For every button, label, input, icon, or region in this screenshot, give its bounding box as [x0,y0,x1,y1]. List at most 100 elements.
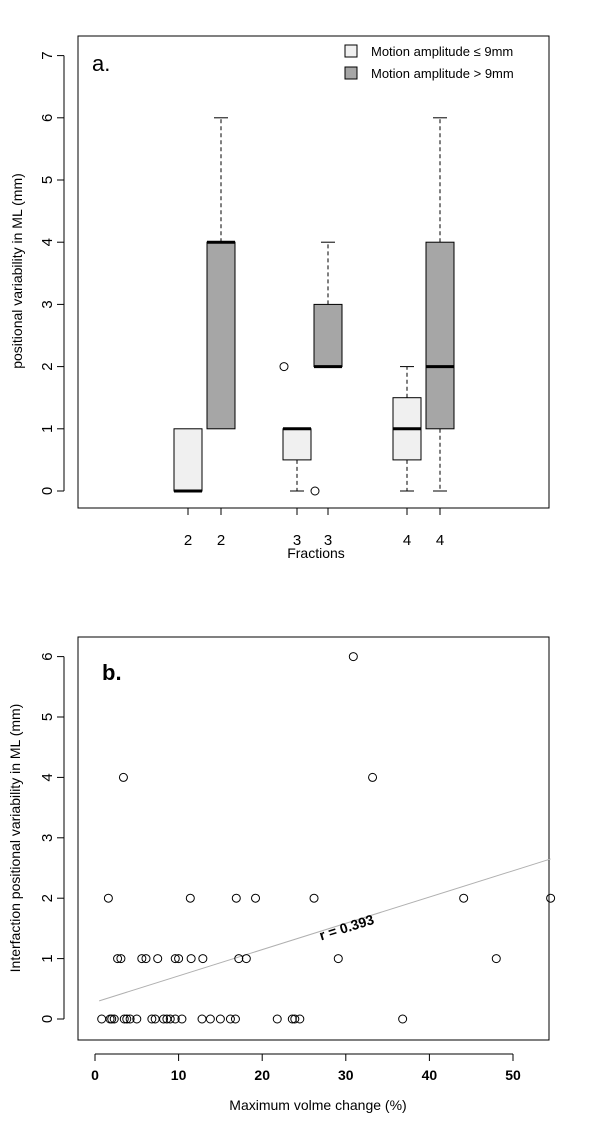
scatter-points [97,652,556,1024]
x-tick-label-a: 2 [217,532,225,549]
y-tick-label-b: 2 [39,894,56,902]
y-tick-label-a: 0 [39,487,56,495]
scatter-point [174,954,184,964]
y-tick-label-a: 3 [39,300,56,308]
box [282,428,312,461]
scatter-point [170,1014,180,1024]
panel-label-a: a. [92,51,110,76]
scatter-point [137,954,147,964]
scatter-point [141,954,151,964]
box [313,303,343,368]
scatter-point [290,1014,300,1024]
scatter-point [230,1014,240,1024]
scatter-point [546,893,556,903]
y-tick-label-b: 0 [39,1015,56,1023]
outlier-point [279,362,289,372]
scatter-point [398,1014,408,1024]
y-axis-title-b: Interfaction positional variability in M… [7,704,23,973]
scatter-point [153,954,163,964]
legend-swatch-low [344,44,358,58]
x-axis-title-a: Fractions [287,545,345,561]
scatter-point [132,1014,142,1024]
scatter-point [348,652,358,662]
y-axis-b: 0 1 2 3 4 5 6 [39,652,65,1023]
x-tick-label-a: 3 [324,532,332,549]
scatter-point [272,1014,282,1024]
legend-swatch-high [344,66,358,80]
scatter-point [147,1014,157,1024]
y-tick-label-b: 5 [39,713,56,721]
scatter-point [185,893,195,903]
x-axis-title-b: Maximum volme change (%) [229,1097,406,1113]
scatter-point [122,1014,132,1024]
y-tick-label-a: 7 [39,51,56,59]
plot-frame-b [77,636,550,1041]
box [173,428,203,492]
scatter-point [107,1014,117,1024]
boxplot-panel: a. positional variability in ML (mm) Fra… [9,35,550,561]
panel-label-b: b. [102,660,122,685]
y-tick-label-a: 5 [39,176,56,184]
y-tick-label-a: 4 [39,238,56,246]
scatter-point [459,893,469,903]
box [206,241,236,430]
x-axis-b: 0 10 20 30 40 50 [91,1053,521,1083]
scatter-point [186,954,196,964]
x-tick-label-b: 20 [254,1067,270,1083]
scatter-point [103,893,113,903]
x-tick-label-a: 3 [293,532,301,549]
x-tick-label-b: 10 [171,1067,187,1083]
outlier-point [310,486,320,496]
boxes [173,117,455,496]
legend-label-high: Motion amplitude > 9mm [371,66,514,81]
scatter-point [225,1014,235,1024]
scatter-point [109,1014,119,1024]
x-tick-label-a: 4 [403,532,411,549]
legend-label-low: Motion amplitude ≤ 9mm [371,44,513,59]
y-tick-label-a: 6 [39,114,56,122]
x-tick-label-b: 0 [91,1067,99,1083]
legend: Motion amplitude ≤ 9mm Motion amplitude … [344,44,514,81]
scatter-point [198,954,208,964]
scatter-point [368,772,378,782]
scatter-point [113,954,123,964]
y-tick-label-a: 2 [39,362,56,370]
x-tick-label-a: 2 [184,532,192,549]
scatter-point [231,893,241,903]
scatter-point [491,954,501,964]
box [425,241,455,430]
scatter-point [241,954,251,964]
scatter-point [215,1014,225,1024]
scatter-point [125,1014,135,1024]
y-tick-label-b: 4 [39,773,56,781]
scatter-point [97,1014,107,1024]
scatter-point [177,1014,187,1024]
scatter-point [170,954,180,964]
scatter-point [234,954,244,964]
y-tick-label-b: 3 [39,834,56,842]
scatter-point [295,1014,305,1024]
scatter-panel: b. Interfaction positional variability i… [7,636,556,1113]
scatter-point [119,1014,129,1024]
trend-line [99,858,551,1002]
scatter-point [197,1014,207,1024]
scatter-point [118,772,128,782]
x-tick-label-b: 50 [505,1067,521,1083]
y-axis-title-a: positional variability in ML (mm) [9,173,25,369]
x-tick-label-b: 30 [338,1067,354,1083]
x-tick-label-b: 40 [422,1067,438,1083]
scatter-point [116,954,126,964]
y-tick-label-b: 1 [39,954,56,962]
y-tick-label-a: 1 [39,425,56,433]
x-axis-a: 2 2 3 3 4 4 [184,508,444,549]
scatter-point [251,893,261,903]
scatter-point [309,893,319,903]
scatter-point [205,1014,215,1024]
y-tick-label-b: 6 [39,652,56,660]
scatter-point [333,954,343,964]
x-tick-label-a: 4 [436,532,444,549]
scatter-point [165,1014,175,1024]
scatter-point [159,1014,169,1024]
y-axis-a: 0 1 2 3 4 5 6 7 [39,51,65,495]
